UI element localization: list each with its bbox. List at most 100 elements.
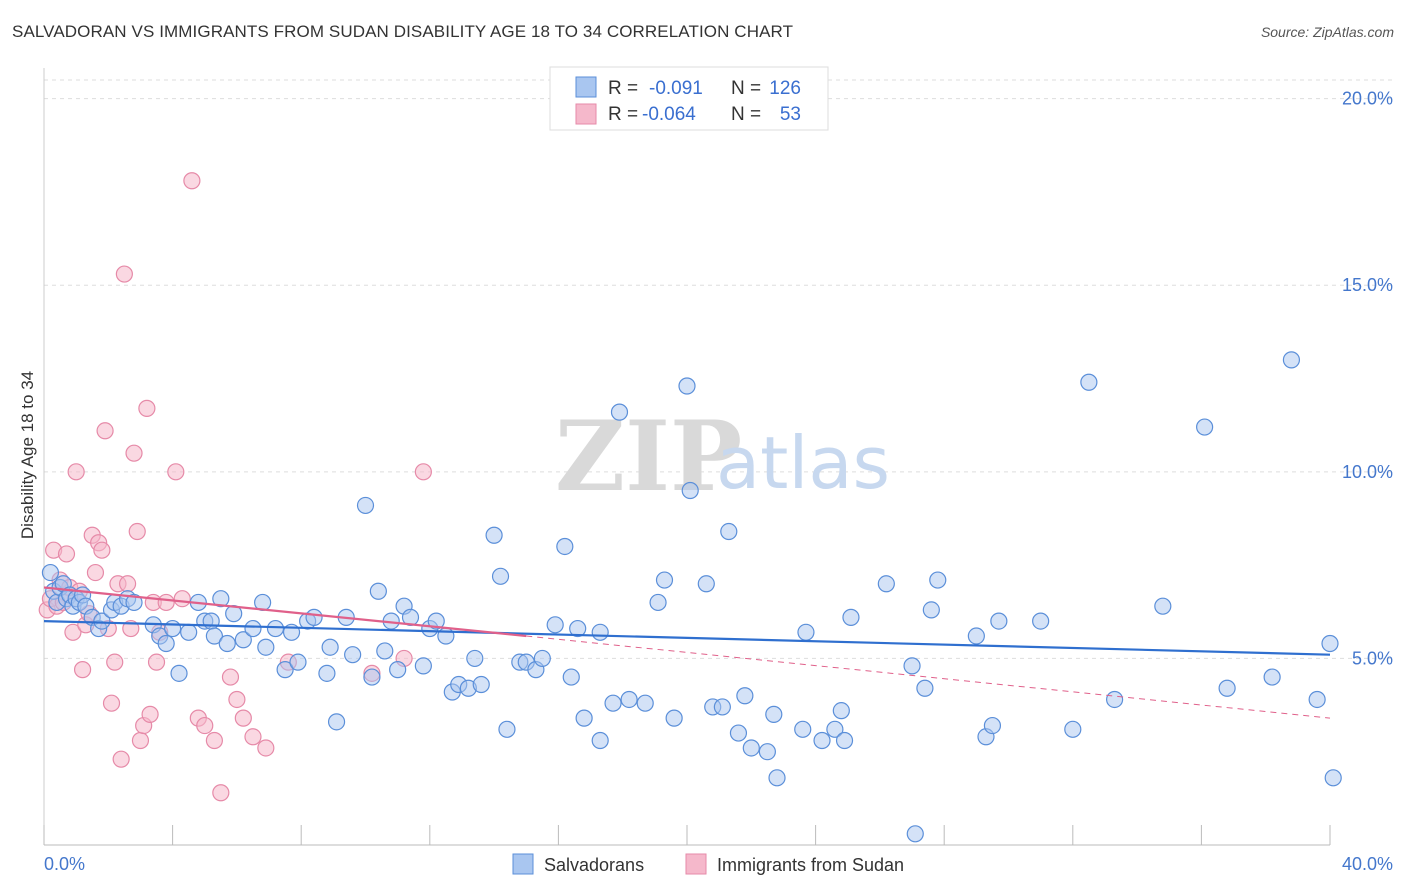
salvadoran-point (794, 720, 812, 738)
salvadoran-point (356, 496, 375, 515)
salvadoran-point (1080, 373, 1098, 391)
salvadoran-point (556, 537, 574, 556)
salvadoran-point (832, 702, 850, 720)
sudan-point (112, 750, 130, 768)
salvadoran-point (369, 582, 387, 600)
salvadoran-point (363, 668, 381, 686)
salvadoran-point (234, 631, 252, 649)
source-label: Source: ZipAtlas.com (1260, 24, 1394, 40)
salvadoran-point (276, 661, 294, 679)
sudan-point (173, 590, 191, 608)
salvadoran-point (967, 627, 985, 645)
y-tick-label-0: 5.0% (1352, 648, 1393, 668)
sudan-point (86, 563, 105, 582)
sudan-point (221, 668, 240, 686)
salvadoran-point (1064, 720, 1082, 738)
sudan-point (228, 690, 246, 709)
salvadoran-point (212, 590, 230, 608)
legend-swatch-pink (575, 103, 597, 125)
salvadoran-point (591, 623, 609, 641)
chart-title: SALVADORAN VS IMMIGRANTS FROM SUDAN DISA… (12, 22, 794, 41)
salvadoran-point (636, 694, 654, 712)
salvadoran-point (903, 657, 921, 675)
salvadoran-point (797, 623, 815, 641)
legend-r-value-1: -0.091 (649, 78, 703, 99)
y-tick-label-2: 15.0% (1342, 275, 1393, 295)
sudan-point (138, 399, 156, 417)
salvadoran-point (1263, 668, 1281, 686)
salvadoran-point (205, 627, 223, 645)
sudan-point (102, 694, 121, 712)
salvadoran-point (736, 687, 754, 705)
salvadoran-point (916, 679, 934, 697)
y-tick-label-3: 20.0% (1342, 89, 1393, 109)
bottom-legend-sudan: Immigrants from Sudan (717, 855, 904, 875)
sudan-point (234, 709, 252, 727)
salvadoran-point (376, 642, 394, 660)
sudan-point (96, 422, 114, 440)
salvadoran-point (289, 653, 307, 671)
salvadoran-point (125, 593, 143, 612)
legend: R = -0.091 N = 126 R = -0.064 N = 53 (549, 66, 829, 131)
watermark-zip: ZIP (555, 400, 742, 513)
salvadoran-point (604, 694, 622, 712)
sudan-trend-line (43, 586, 527, 638)
legend-n-value-2: 53 (780, 104, 801, 125)
salvadoran-point (620, 690, 638, 709)
y-tick-labels: 5.0% 10.0% 15.0% 20.0% (1342, 89, 1393, 669)
salvadorans-trend-line (43, 619, 1331, 656)
salvadoran-point (1218, 679, 1236, 697)
salvadoran-point (826, 720, 844, 738)
legend-r-label-1: R = (608, 78, 638, 99)
sudan-point (205, 731, 223, 750)
salvadoran-point (990, 612, 1008, 630)
salvadoran-point (1324, 769, 1342, 787)
salvadoran-point (164, 619, 182, 638)
salvadoran-point (575, 709, 593, 727)
salvadoran-point (257, 638, 275, 656)
salvadoran-point (569, 619, 587, 638)
sudan-point (93, 541, 111, 559)
salvadoran-point (713, 698, 731, 716)
salvadoran-point (266, 619, 285, 638)
y-tick-label-1: 10.0% (1342, 462, 1393, 482)
salvadoran-point (244, 619, 262, 638)
sudan-point (115, 265, 133, 283)
series-immigrants-from-sudan (38, 172, 432, 802)
sudan-point (67, 463, 85, 481)
salvadoran-point (1282, 351, 1301, 369)
sudan-point (141, 705, 159, 723)
sudan-point (73, 661, 92, 679)
salvadoran-point (218, 634, 236, 653)
salvadoran-point (591, 731, 609, 750)
salvadoran-point (835, 731, 854, 750)
legend-n-label-1: N = (731, 78, 761, 99)
salvadoran-point (389, 661, 407, 679)
salvadoran-point (729, 724, 748, 742)
legend-r-value-2: -0.064 (642, 104, 696, 125)
salvadoran-point (1154, 597, 1172, 615)
sudan-point (128, 522, 146, 541)
bottom-legend: Salvadorans Immigrants from Sudan (512, 853, 904, 875)
gridlines (44, 79, 1395, 659)
salvadoran-point (321, 638, 339, 656)
sudan-point (57, 545, 76, 563)
sudan-point (64, 623, 82, 641)
axes (43, 68, 1331, 846)
salvadoran-point (929, 571, 947, 589)
salvadoran-point (906, 825, 924, 843)
salvadoran-point (681, 481, 699, 500)
salvadoran-point (610, 403, 629, 421)
watermark: ZIP atlas (555, 400, 890, 513)
sudan-point (147, 653, 166, 671)
sudan-point (131, 731, 150, 750)
salvadoran-point (485, 526, 503, 544)
sudan-point (212, 784, 230, 802)
salvadoran-point (157, 634, 175, 653)
salvadoran-point (472, 675, 490, 694)
salvadoran-point (1196, 418, 1214, 436)
salvadoran-point (813, 731, 831, 750)
salvadoran-point (678, 377, 696, 395)
salvadoran-point (758, 743, 776, 761)
salvadoran-point (41, 563, 60, 582)
